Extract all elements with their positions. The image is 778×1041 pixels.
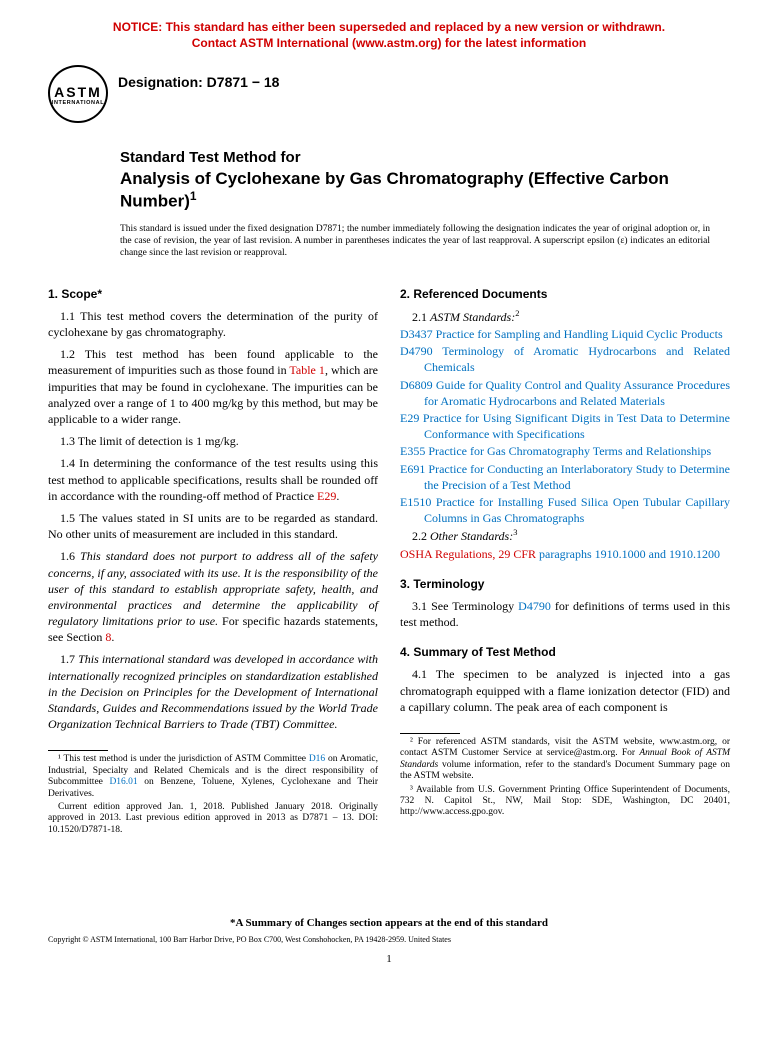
right-column: 2. Referenced Documents 2.1 ASTM Standar…: [400, 282, 730, 836]
title-footnote-marker: 1: [190, 189, 197, 203]
two-column-body: 1. Scope* 1.1 This test method covers th…: [48, 282, 730, 836]
left-footnotes: ¹ This test method is under the jurisdic…: [48, 750, 378, 836]
scope-1.3: 1.3 The limit of detection is 1 mg/kg.: [48, 433, 378, 449]
scope-heading: 1. Scope*: [48, 286, 378, 302]
notice-line1: NOTICE: This standard has either been su…: [113, 20, 665, 34]
ref-e691[interactable]: E691: [400, 462, 425, 476]
scope-1.1: 1.1 This test method covers the determin…: [48, 308, 378, 340]
ref-item: D3437 Practice for Sampling and Handling…: [400, 326, 730, 342]
ref-item: D6809 Guide for Quality Control and Qual…: [400, 377, 730, 409]
ref-item: E691 Practice for Conducting an Interlab…: [400, 461, 730, 493]
footnote-1-edition: Current edition approved Jan. 1, 2018. P…: [48, 802, 378, 836]
osha-link-b[interactable]: paragraphs 1910.1000 and 1910.1200: [536, 547, 720, 561]
header-row: ASTM INTERNATIONAL Designation: D7871 − …: [48, 65, 730, 123]
ref-d3437[interactable]: D3437: [400, 327, 433, 341]
table-1-link[interactable]: Table 1: [289, 363, 325, 377]
copyright-line: Copyright © ASTM International, 100 Barr…: [48, 935, 730, 946]
d16-link[interactable]: D16: [309, 754, 325, 764]
scope-1.2: 1.2 This test method has been found appl…: [48, 346, 378, 427]
ref-item: E29 Practice for Using Significant Digit…: [400, 410, 730, 442]
notice-line2: Contact ASTM International (www.astm.org…: [192, 36, 586, 50]
terminology-heading: 3. Terminology: [400, 576, 730, 592]
left-column: 1. Scope* 1.1 This test method covers th…: [48, 282, 378, 836]
ref-item: E1510 Practice for Installing Fused Sili…: [400, 494, 730, 526]
footnote-2: ² For referenced ASTM standards, visit t…: [400, 737, 730, 783]
title-lead: Standard Test Method for: [120, 149, 730, 168]
footnote-rule-right: [400, 733, 460, 734]
footnote-rule: [48, 750, 108, 751]
scope-1.4: 1.4 In determining the conformance of th…: [48, 455, 378, 504]
summary-heading: 4. Summary of Test Method: [400, 644, 730, 660]
page-number: 1: [48, 952, 730, 967]
logo-text-top: ASTM: [54, 85, 102, 99]
changes-note: *A Summary of Changes section appears at…: [48, 916, 730, 931]
terminology-3.1: 3.1 See Terminology D4790 for definition…: [400, 598, 730, 630]
scope-1.6: 1.6 This standard does not purport to ad…: [48, 548, 378, 645]
title-block: Standard Test Method for Analysis of Cyc…: [120, 149, 730, 212]
footnote-3: ³ Available from U.S. Government Printin…: [400, 785, 730, 819]
ref-item: D4790 Terminology of Aromatic Hydrocarbo…: [400, 343, 730, 375]
referenced-docs-heading: 2. Referenced Documents: [400, 286, 730, 302]
e29-link[interactable]: E29: [317, 489, 336, 503]
ref-item: E355 Practice for Gas Chromatography Ter…: [400, 443, 730, 459]
title-main: Analysis of Cyclohexane by Gas Chromatog…: [120, 168, 730, 212]
ref-e355[interactable]: E355: [400, 444, 425, 458]
footnote-1: ¹ This test method is under the jurisdic…: [48, 754, 378, 800]
osha-link-a[interactable]: OSHA Regulations, 29 CFR: [400, 547, 536, 561]
right-footnotes: ² For referenced ASTM standards, visit t…: [400, 729, 730, 819]
summary-4.1: 4.1 The specimen to be analyzed is injec…: [400, 666, 730, 715]
scope-1.5: 1.5 The values stated in SI units are to…: [48, 510, 378, 542]
other-standards-label: 2.2 Other Standards:3: [400, 527, 730, 544]
astm-logo: ASTM INTERNATIONAL: [48, 65, 108, 123]
astm-standards-label: 2.1 ASTM Standards:2: [400, 308, 730, 325]
logo-text-bottom: INTERNATIONAL: [52, 101, 104, 107]
d4790-link[interactable]: D4790: [518, 599, 551, 613]
page-footer: *A Summary of Changes section appears at…: [48, 916, 730, 966]
ref-e29[interactable]: E29: [400, 411, 419, 425]
scope-1.7: 1.7 This international standard was deve…: [48, 651, 378, 732]
ref-osha: OSHA Regulations, 29 CFR paragraphs 1910…: [400, 546, 730, 562]
issuance-note: This standard is issued under the fixed …: [120, 224, 710, 260]
ref-d4790[interactable]: D4790: [400, 344, 433, 358]
designation: Designation: D7871 − 18: [118, 73, 279, 92]
supersession-notice: NOTICE: This standard has either been su…: [48, 20, 730, 51]
ref-e1510[interactable]: E1510: [400, 495, 431, 509]
ref-d6809[interactable]: D6809: [400, 378, 433, 392]
d16.01-link[interactable]: D16.01: [109, 777, 137, 787]
